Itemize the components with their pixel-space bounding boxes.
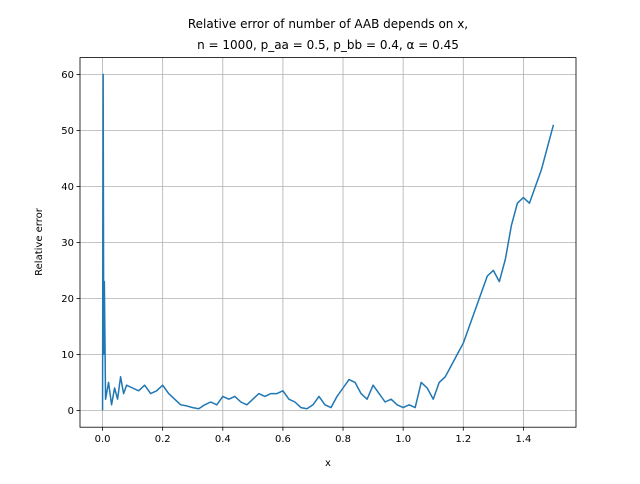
plot-frame xyxy=(79,57,577,428)
data-line xyxy=(101,73,555,411)
x-tick-label: 0.2 xyxy=(155,434,171,445)
x-tick-label: 0.6 xyxy=(275,434,291,445)
y-tick-label: 10 xyxy=(61,350,74,361)
y-tick-label: 40 xyxy=(61,182,74,193)
x-tick-label: 1.0 xyxy=(395,434,411,445)
chart-title: n = 1000, p_aa = 0.5, p_bb = 0.4, α = 0.… xyxy=(197,38,459,52)
y-tick-label: 60 xyxy=(61,70,74,81)
y-tick-label: 50 xyxy=(61,126,74,137)
y-tick-label: 30 xyxy=(61,238,74,249)
x-tick-label: 0.8 xyxy=(335,434,351,445)
chart-title: Relative error of number of AAB depends … xyxy=(188,17,468,31)
x-tick-label: 0.4 xyxy=(215,434,231,445)
x-tick-label: 1.2 xyxy=(455,434,471,445)
x-tick-label: 1.4 xyxy=(515,434,531,445)
y-tick-label: 0 xyxy=(68,406,74,417)
y-axis-label: Relative error xyxy=(34,207,45,276)
y-tick-label: 20 xyxy=(61,294,74,305)
x-axis-label: x xyxy=(325,458,331,469)
x-tick-label: 0.0 xyxy=(95,434,111,445)
